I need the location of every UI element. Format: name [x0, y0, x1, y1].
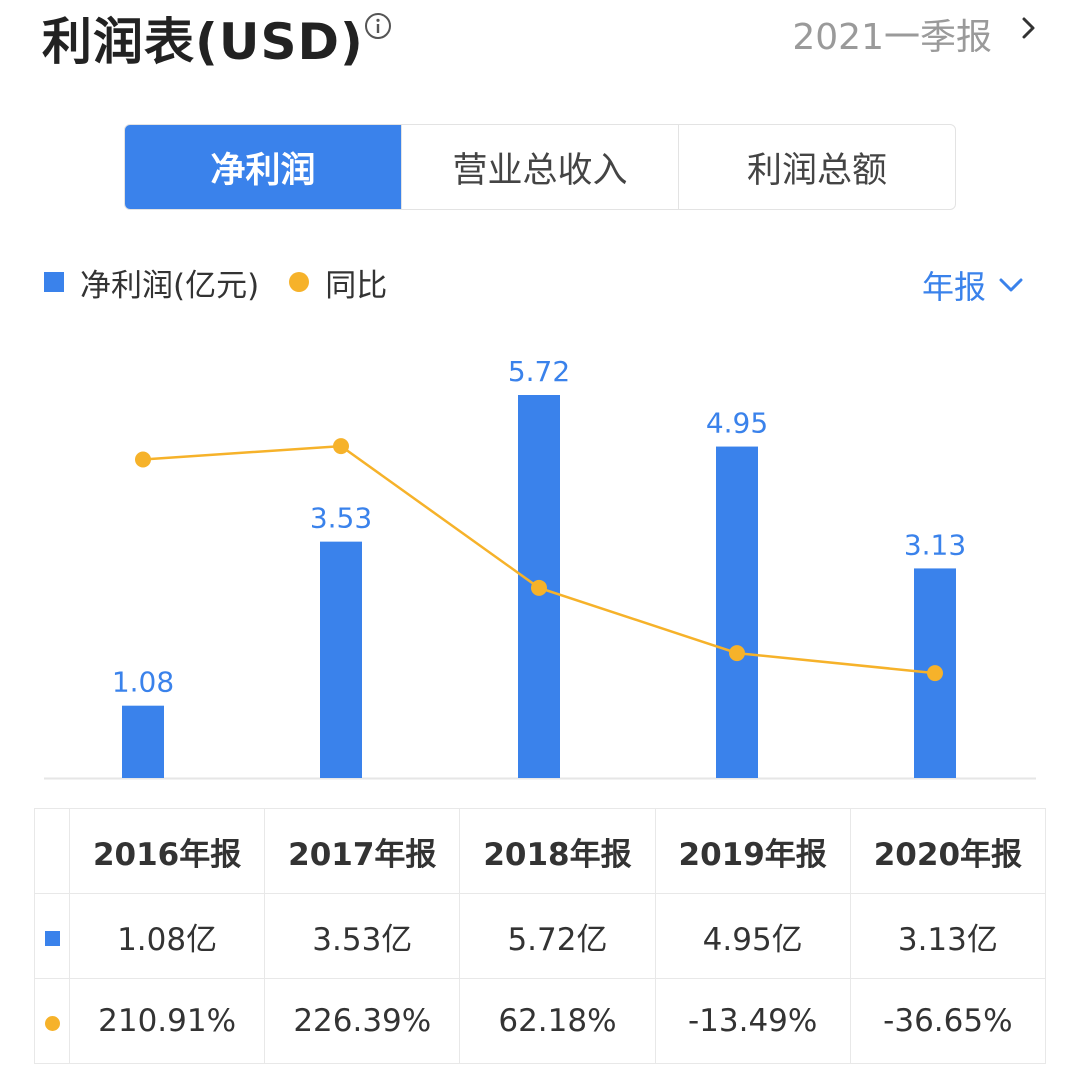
- line-row-marker: [44, 1016, 60, 1031]
- table-header-cell: 2020年报: [849, 808, 1047, 894]
- tab-total-revenue[interactable]: 营业总收入: [401, 125, 678, 209]
- data-table: 2016年报 2017年报 2018年报 2019年报 2020年报 1.08亿…: [34, 808, 1047, 1064]
- line-legend-marker: [289, 272, 310, 292]
- net-profit-cell: 3.13亿: [849, 893, 1047, 979]
- yoy-cell: 62.18%: [459, 978, 656, 1064]
- bar-data-label: 5.72: [508, 355, 570, 388]
- net-profit-row: 1.08亿 3.53亿 5.72亿 4.95亿 3.13亿: [34, 893, 1047, 979]
- metric-tabs: 净利润 营业总收入 利润总额: [124, 124, 956, 210]
- bar-legend-marker: [44, 272, 64, 292]
- table-header-cell: 2018年报: [459, 808, 656, 894]
- table-header-cell: 2016年报: [68, 808, 266, 894]
- tab-net-profit[interactable]: 净利润: [125, 125, 401, 209]
- bar-data-label: 4.95: [706, 407, 768, 440]
- yoy-cell: -13.49%: [654, 978, 851, 1064]
- bar-data-label: 3.13: [904, 528, 966, 561]
- bar-2017年报: [320, 541, 362, 778]
- bar-2016年报: [122, 705, 164, 778]
- table-header-cell: 2019年报: [654, 808, 851, 894]
- bar-data-label: 3.53: [310, 502, 372, 535]
- line-legend-label: 同比: [325, 267, 388, 304]
- tab-total-profit[interactable]: 利润总额: [678, 125, 955, 209]
- header: 利润表(USD) 2021一季报: [42, 0, 1042, 71]
- period-selector-label: 年报: [921, 268, 986, 306]
- yoy-point-2019年报: [729, 645, 745, 662]
- chevron-down-icon: [999, 278, 1023, 292]
- period-selector[interactable]: 年报: [922, 262, 1024, 308]
- net-profit-cell: 5.72亿: [459, 893, 656, 979]
- yoy-cell: -36.65%: [849, 978, 1047, 1064]
- chevron-right-icon[interactable]: [1018, 14, 1040, 42]
- yoy-cell: 226.39%: [264, 978, 461, 1064]
- page-title: 利润表(USD): [42, 13, 364, 71]
- net-profit-cell: 1.08亿: [68, 893, 266, 979]
- chart-legend: 净利润(亿元) 同比: [44, 262, 388, 304]
- net-profit-cell: 3.53亿: [264, 893, 461, 979]
- yoy-point-2018年报: [531, 579, 547, 596]
- bar-data-label: 1.08: [112, 666, 174, 699]
- yoy-point-2017年报: [333, 438, 349, 455]
- net-profit-cell: 4.95亿: [654, 893, 851, 979]
- table-header-cell: 2017年报: [264, 808, 461, 894]
- yoy-point-2020年报: [927, 665, 943, 682]
- yoy-point-2016年报: [135, 451, 151, 468]
- report-period[interactable]: 2021一季报: [792, 17, 992, 58]
- bar-row-marker: [44, 931, 60, 946]
- net-profit-chart: 1.08 3.53 5.72 4.95 3.13: [44, 355, 1036, 780]
- yoy-row: 210.91% 226.39% 62.18% -13.49% -36.65%: [34, 978, 1047, 1064]
- info-icon[interactable]: [364, 12, 392, 40]
- table-header-row: 2016年报 2017年报 2018年报 2019年报 2020年报: [34, 808, 1047, 894]
- yoy-cell: 210.91%: [68, 978, 266, 1064]
- bar-legend-label: 净利润(亿元): [80, 267, 260, 304]
- bar-2019年报: [716, 446, 758, 778]
